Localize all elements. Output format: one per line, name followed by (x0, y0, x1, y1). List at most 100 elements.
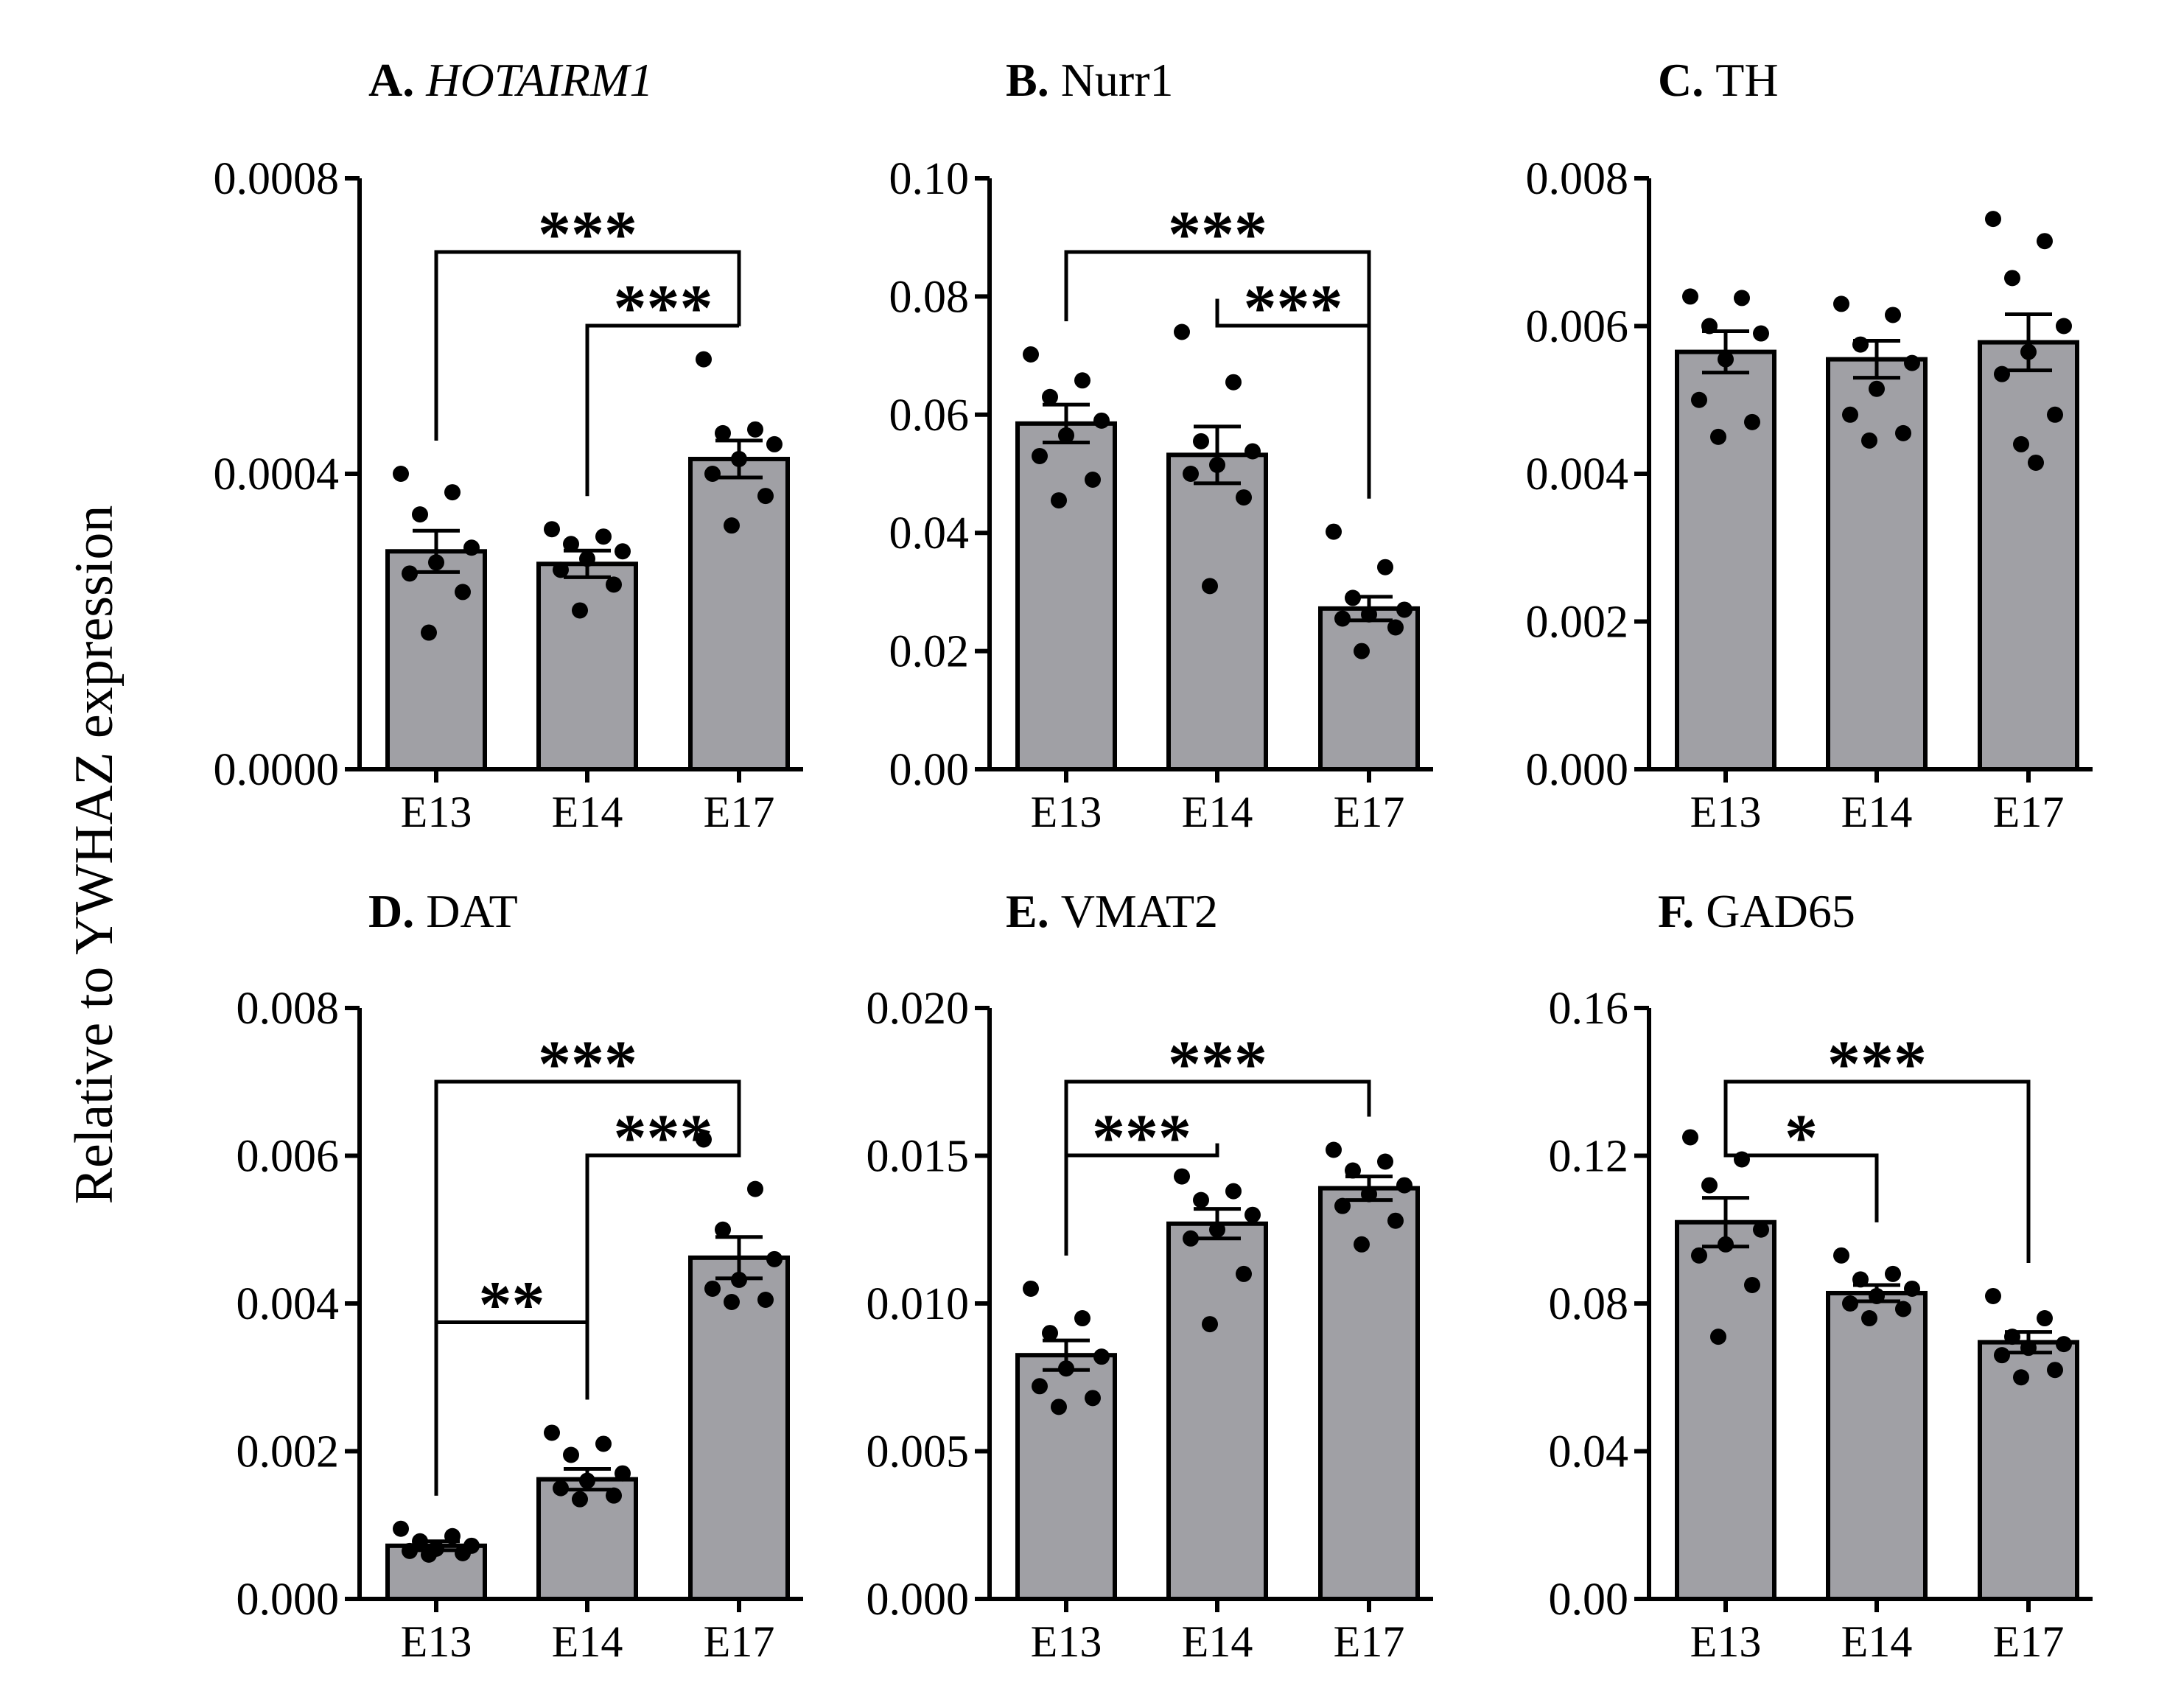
y-tick-label: 0.04 (1549, 1427, 1629, 1477)
data-point (724, 517, 740, 534)
data-point (615, 1465, 631, 1482)
data-point (2056, 318, 2072, 335)
data-point (2047, 1362, 2063, 1379)
data-point (1718, 1236, 1734, 1253)
data-point (553, 561, 569, 578)
data-point (1334, 610, 1351, 627)
bar-e17 (1318, 606, 1420, 772)
panel-title-text: VMAT2 (1061, 885, 1218, 937)
data-point (1842, 1295, 1858, 1312)
x-tick-label: E17 (1993, 1617, 2065, 1666)
significance-label: *** (614, 1102, 713, 1175)
bar-e14 (1826, 357, 1928, 771)
data-point (2013, 1369, 2029, 1386)
data-point (757, 488, 774, 505)
bar-e14 (1166, 1221, 1268, 1601)
data-point (1326, 1141, 1342, 1158)
data-point (2056, 1336, 2072, 1353)
data-point (1361, 1186, 1377, 1203)
bar-e14 (536, 561, 638, 771)
data-point (455, 1544, 471, 1561)
significance-label: *** (614, 272, 713, 345)
bar-e13 (385, 549, 487, 771)
data-point (1377, 559, 1393, 575)
data-point (1994, 365, 2010, 382)
data-point (563, 1446, 579, 1463)
y-tick-label: 0.002 (1526, 598, 1629, 648)
data-point (1202, 1316, 1218, 1333)
data-point (2013, 435, 2029, 452)
data-point (455, 584, 471, 601)
significance-bracket (434, 250, 741, 441)
y-tick-label: 0.00 (1549, 1575, 1629, 1625)
data-point (1244, 443, 1261, 460)
data-point (1193, 1191, 1209, 1208)
data-point (766, 1250, 783, 1267)
y-tick-label: 0.006 (1526, 302, 1629, 352)
data-point (1710, 428, 1726, 445)
data-point (1183, 466, 1199, 482)
significance-label: *** (538, 198, 637, 271)
data-point (579, 1472, 595, 1489)
data-point (1377, 1153, 1393, 1170)
y-tick-label: 0.08 (889, 272, 970, 322)
panel-label: D. (368, 885, 426, 937)
y-tick-label: 0.10 (889, 154, 970, 204)
x-tick-label: E14 (1182, 788, 1253, 836)
data-point (463, 539, 480, 556)
data-point (1753, 325, 1769, 342)
x-tick-label: E13 (1031, 1617, 1102, 1666)
data-point (1085, 1390, 1101, 1407)
data-point (1244, 1206, 1261, 1223)
y-tick-label: 0.004 (1526, 449, 1629, 500)
data-point (724, 1293, 740, 1310)
data-point (2037, 233, 2053, 250)
data-point (747, 421, 763, 438)
data-point (544, 521, 560, 538)
data-point (1236, 489, 1252, 506)
data-point (757, 1291, 774, 1308)
panel-c: C. TH 0.000 0.002 0.004 0.006 0.008 E13 E14 E17 (1526, 54, 2093, 836)
data-point (1202, 578, 1218, 595)
panel-title-text: Nurr1 (1061, 54, 1174, 106)
significance-label: * (1785, 1102, 1818, 1175)
data-point (1387, 1212, 1404, 1229)
data-point (1193, 433, 1209, 449)
data-point (696, 351, 712, 368)
x-tick-label: E14 (1182, 1617, 1253, 1666)
data-point (1710, 1329, 1726, 1345)
data-point (1701, 1177, 1718, 1194)
data-point (606, 576, 622, 593)
data-point (563, 536, 579, 553)
panel-label: B. (1006, 54, 1061, 106)
y-axis-label: Relative to YWHAZ expression (64, 505, 125, 1205)
data-point (1691, 1247, 1707, 1264)
data-point (2020, 1340, 2037, 1357)
significance-label: *** (1827, 1028, 1927, 1101)
data-point (1396, 601, 1412, 618)
data-point (1032, 1378, 1048, 1395)
data-point (1833, 1247, 1849, 1264)
y-tick-label: 0.020 (867, 984, 970, 1034)
significance-bracket (585, 323, 741, 497)
data-point (2028, 454, 2044, 471)
x-tick-label: E13 (401, 1617, 472, 1666)
significance-bracket (1064, 1143, 1219, 1256)
significance-label: *** (1092, 1102, 1191, 1175)
panel-f: F. GAD65 0.00 0.04 0.08 0.12 0.16 E13 E14 E17 ***… (1549, 885, 2093, 1666)
panel-title-text: HOTAIRM1 (425, 54, 653, 106)
significance-label: *** (1168, 1028, 1267, 1101)
data-point (428, 554, 444, 571)
x-tick-label: E17 (1334, 1617, 1405, 1666)
y-tick-label: 0.008 (1526, 154, 1629, 204)
data-point (1734, 290, 1750, 307)
y-tick-label: 0.015 (867, 1132, 970, 1182)
significance-label: *** (1244, 272, 1343, 345)
y-tick-label: 0.04 (889, 508, 970, 559)
data-point (421, 624, 437, 641)
data-point (1051, 1399, 1067, 1415)
data-point (2037, 1310, 2053, 1327)
data-point (1032, 447, 1048, 464)
panel-e: E. VMAT2 0.000 0.005 0.010 0.015 0.020 E13 E14 E… (867, 885, 1433, 1666)
